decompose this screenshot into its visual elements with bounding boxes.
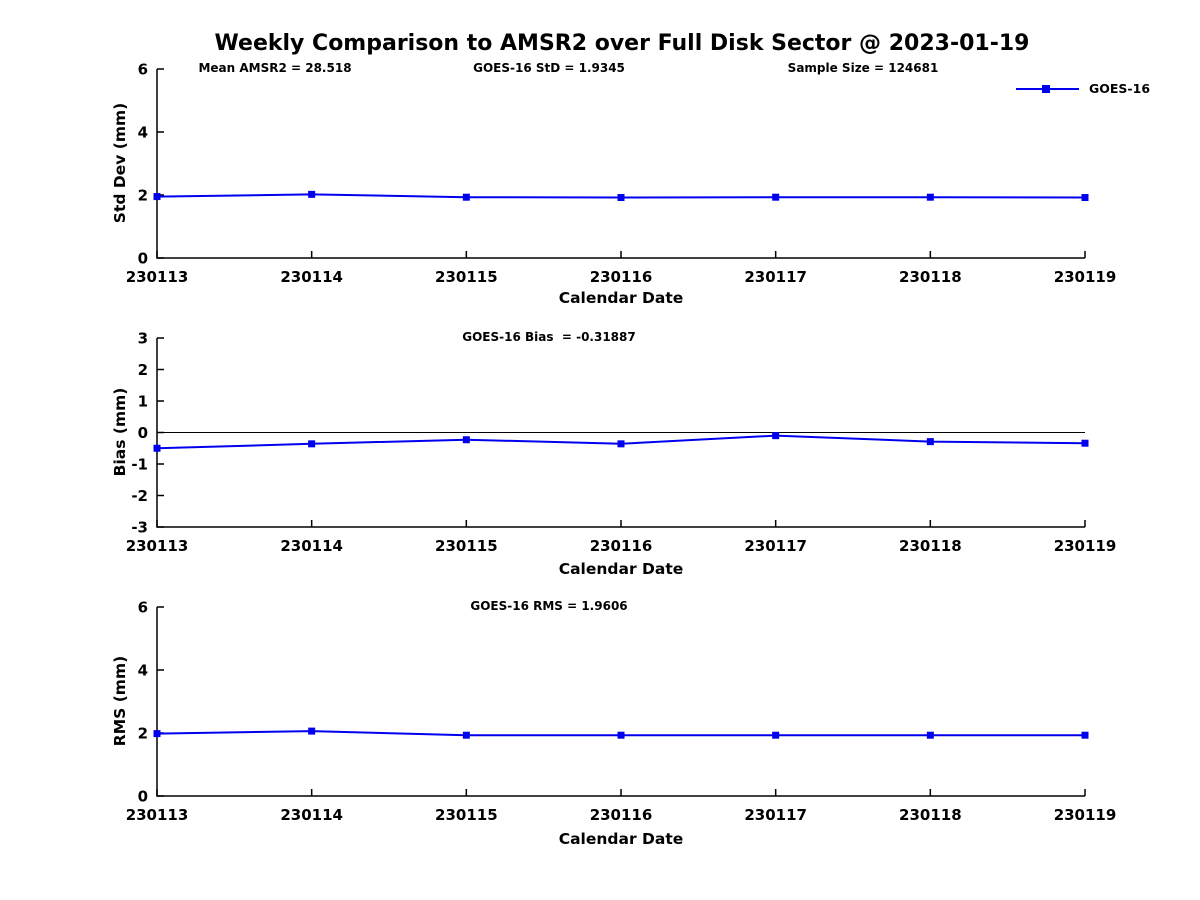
ylabel-std-dev: Std Dev (mm) xyxy=(111,102,129,224)
y-tick-label: 4 xyxy=(138,662,148,680)
y-tick-label: 0 xyxy=(138,250,148,268)
y-tick-label: 0 xyxy=(138,424,148,442)
legend-line-marker-icon xyxy=(1016,85,1079,93)
annotation-goes-std: GOES-16 StD = 1.9345 xyxy=(473,61,625,75)
x-tick-label: 230113 xyxy=(126,806,189,824)
x-tick-label: 230119 xyxy=(1054,268,1117,286)
annotation-goes-rms: GOES-16 RMS = 1.9606 xyxy=(470,599,628,613)
axis-rms xyxy=(156,607,1085,797)
y-tick-label: -3 xyxy=(131,519,148,537)
data-point-marker xyxy=(926,731,934,739)
y-tick-label: 4 xyxy=(138,124,148,142)
data-point-marker xyxy=(617,194,625,202)
y-tick-label: 6 xyxy=(138,599,148,617)
data-point-marker xyxy=(1081,731,1089,739)
data-point-marker xyxy=(926,193,934,201)
legend-square-marker-icon xyxy=(1042,85,1050,93)
y-tick-label: 3 xyxy=(138,330,148,348)
data-point-marker xyxy=(308,440,316,448)
data-point-marker xyxy=(617,440,625,448)
y-tick-label: 2 xyxy=(138,725,148,743)
data-point-marker xyxy=(462,193,470,201)
xlabel-calendar-date-3: Calendar Date xyxy=(558,830,684,848)
legend-label: GOES-16 xyxy=(1089,81,1151,96)
x-tick-label: 230118 xyxy=(899,537,962,555)
x-tick-label: 230113 xyxy=(126,537,189,555)
ylabel-rms: RMS (mm) xyxy=(111,655,129,747)
data-point-marker xyxy=(926,438,934,446)
data-point-marker xyxy=(153,444,161,452)
y-tick-label: 6 xyxy=(138,61,148,79)
data-point-marker xyxy=(308,727,316,735)
x-tick-label: 230114 xyxy=(280,806,343,824)
y-tick-label: 2 xyxy=(138,361,148,379)
xlabel-calendar-date-1: Calendar Date xyxy=(558,289,684,307)
x-tick-label: 230115 xyxy=(435,537,498,555)
x-tick-label: 230114 xyxy=(280,537,343,555)
x-tick-label: 230116 xyxy=(590,537,653,555)
x-tick-label: 230115 xyxy=(435,268,498,286)
data-point-marker xyxy=(617,731,625,739)
xlabel-calendar-date-2: Calendar Date xyxy=(558,560,684,578)
axis-std-dev xyxy=(156,69,1085,259)
x-tick-label: 230118 xyxy=(899,806,962,824)
y-tick-label: -1 xyxy=(131,456,148,474)
x-tick-label: 230114 xyxy=(280,268,343,286)
data-point-marker xyxy=(772,432,780,440)
annotation-sample-size: Sample Size = 124681 xyxy=(787,61,939,75)
data-point-marker xyxy=(772,193,780,201)
chart-title: Weekly Comparison to AMSR2 over Full Dis… xyxy=(214,31,1030,56)
x-tick-label: 230113 xyxy=(126,268,189,286)
data-point-marker xyxy=(772,731,780,739)
x-tick-label: 230119 xyxy=(1054,806,1117,824)
data-point-marker xyxy=(153,193,161,201)
x-tick-label: 230116 xyxy=(590,268,653,286)
x-tick-label: 230118 xyxy=(899,268,962,286)
y-tick-label: 2 xyxy=(138,187,148,205)
y-tick-label: -2 xyxy=(131,487,148,505)
data-point-marker xyxy=(1081,194,1089,202)
x-tick-label: 230115 xyxy=(435,806,498,824)
data-point-marker xyxy=(1081,439,1089,447)
x-tick-label: 230116 xyxy=(590,806,653,824)
annotation-goes-bias: GOES-16 Bias = -0.31887 xyxy=(462,330,636,344)
x-tick-label: 230119 xyxy=(1054,537,1117,555)
y-tick-label: 0 xyxy=(138,788,148,806)
annotation-mean-amsr2: Mean AMSR2 = 28.518 xyxy=(198,61,352,75)
data-point-marker xyxy=(462,731,470,739)
x-tick-label: 230117 xyxy=(744,806,807,824)
x-tick-label: 230117 xyxy=(744,268,807,286)
ylabel-bias: Bias (mm) xyxy=(111,387,129,477)
data-point-marker xyxy=(153,730,161,738)
y-tick-label: 1 xyxy=(138,393,148,411)
x-tick-label: 230117 xyxy=(744,537,807,555)
data-point-marker xyxy=(308,190,316,198)
legend: GOES-16 xyxy=(1015,81,1150,97)
data-point-marker xyxy=(462,436,470,444)
